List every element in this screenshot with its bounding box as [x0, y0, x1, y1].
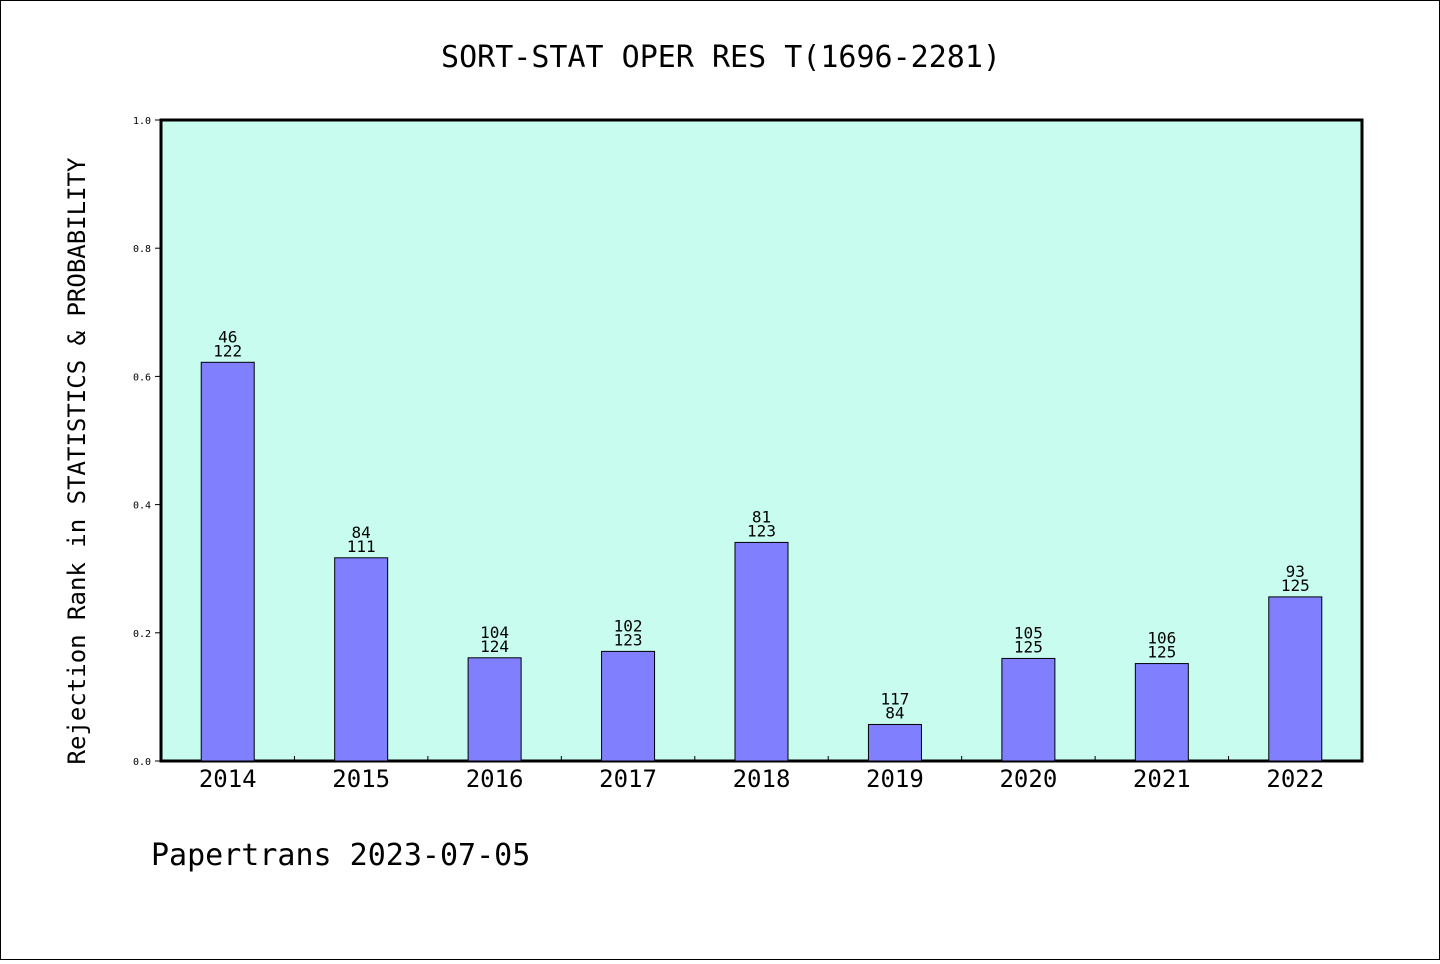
chart-title: SORT-STAT OPER RES T(1696-2281) [441, 40, 1001, 75]
bars-group [200, 361, 1323, 762]
bar-label-bottom: 125 [1281, 576, 1310, 595]
y-tick-label: 0.8 [133, 244, 151, 255]
bar-2017 [601, 650, 656, 762]
y-axis-label: Rejection Rank in STATISTICS & PROBABILI… [63, 157, 91, 764]
x-tick-label: 2017 [599, 765, 657, 793]
bar-2014 [200, 361, 255, 762]
bar-label-top: 93 [1286, 562, 1305, 581]
bar-2015 [334, 557, 389, 762]
y-tick-label: 0.6 [133, 372, 151, 383]
x-tick-label: 2021 [1133, 765, 1191, 793]
x-tick-label: 2015 [332, 765, 390, 793]
bar-label-top: 117 [880, 689, 909, 708]
bar-label-bottom: 123 [614, 630, 643, 649]
bar-label-bottom: 84 [885, 703, 904, 722]
footer-text: Papertrans 2023-07-05 [151, 838, 530, 873]
bar-label-bottom: 123 [747, 521, 776, 540]
bar-label-top: 102 [614, 616, 643, 635]
bar-2018 [734, 541, 789, 762]
y-tick-label: 0.4 [133, 501, 151, 512]
bar-label-bottom: 124 [480, 637, 509, 656]
y-tick-label: 0.2 [133, 629, 151, 640]
bar-label-bottom: 122 [213, 341, 242, 360]
bar-2019 [867, 723, 922, 762]
bar-2021 [1134, 663, 1189, 762]
y-tick-label: 0.0 [133, 757, 151, 768]
bar-label-top: 106 [1147, 629, 1176, 648]
bar-label-bottom: 125 [1147, 643, 1176, 662]
bar-label-top: 104 [480, 623, 509, 642]
bar-label-bottom: 111 [347, 537, 376, 556]
bar-label-top: 105 [1014, 623, 1043, 642]
x-tick-label: 2020 [999, 765, 1057, 793]
bar-2022 [1268, 596, 1323, 762]
x-tick-label: 2022 [1266, 765, 1324, 793]
bar-2020 [1001, 657, 1056, 762]
y-tick-label: 1.0 [133, 116, 151, 127]
x-axis: 2014 2015 2016 2017 2018 2019 2020 2021 2022 [199, 756, 1324, 793]
x-tick-label: 2016 [466, 765, 524, 793]
x-tick-label: 2014 [199, 765, 257, 793]
bar-label-bottom: 125 [1014, 637, 1043, 656]
bar-label-top: 84 [352, 523, 371, 542]
x-tick-label: 2019 [866, 765, 924, 793]
x-tick-label: 2018 [733, 765, 791, 793]
bar-label-top: 46 [218, 327, 237, 346]
bar-2016 [467, 657, 522, 762]
y-axis: 0.0 0.2 0.4 0.6 0.8 1.0 [133, 116, 161, 768]
bar-label-top: 81 [752, 507, 771, 526]
